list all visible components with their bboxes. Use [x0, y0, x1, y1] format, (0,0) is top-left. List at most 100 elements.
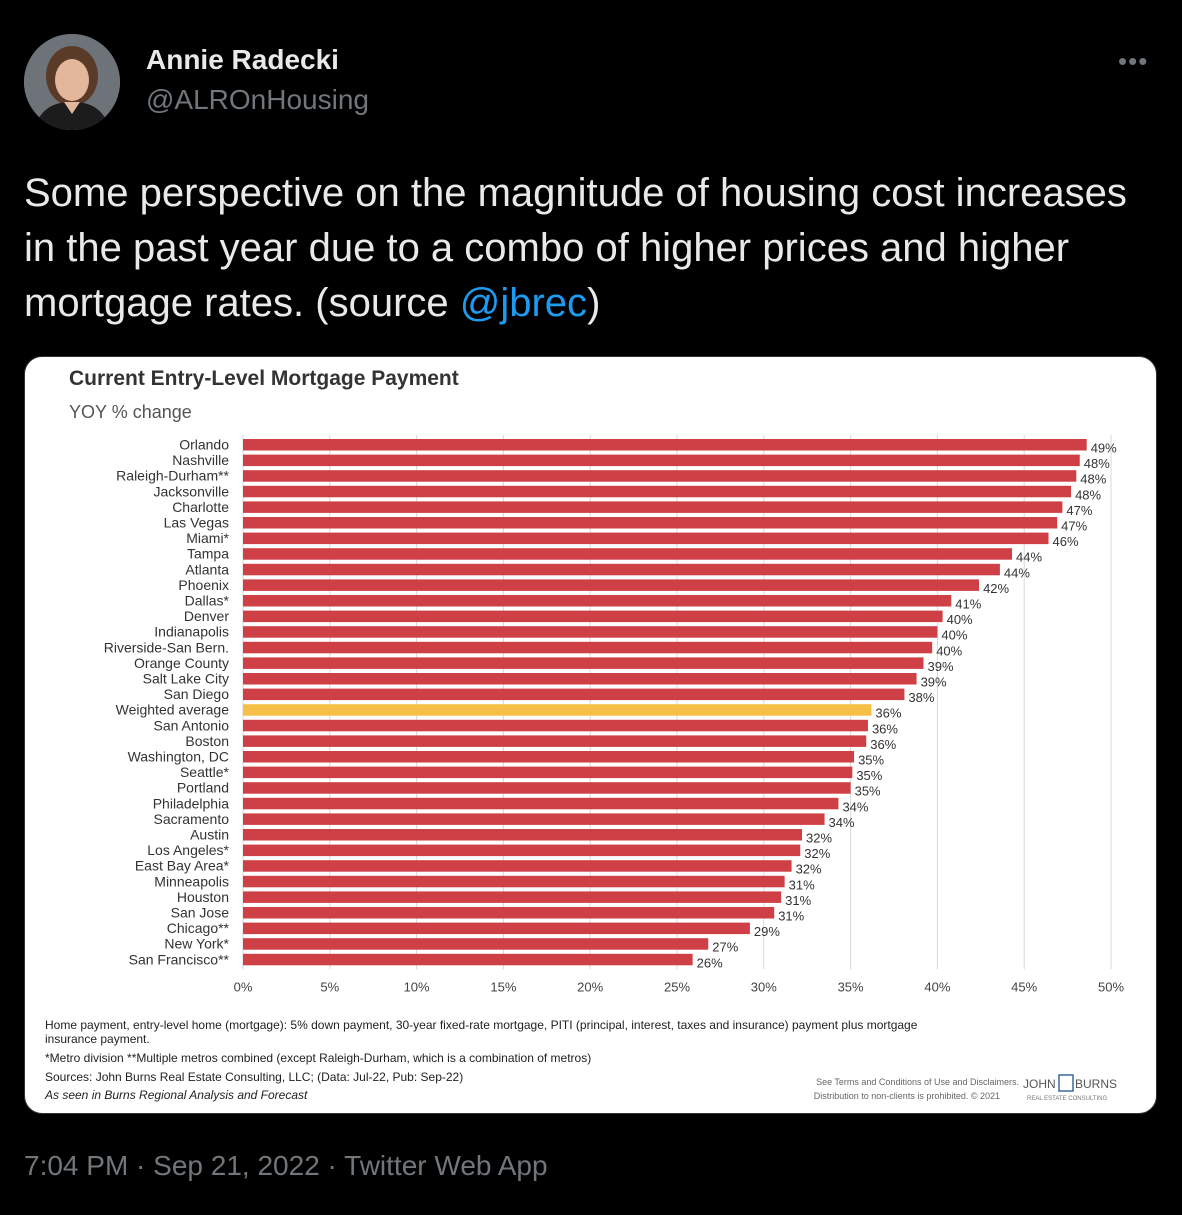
bar	[243, 548, 1013, 560]
mention-link[interactable]: @jbrec	[459, 281, 588, 325]
category-label: San Jose	[171, 905, 230, 921]
author-avatar[interactable]	[24, 34, 120, 130]
category-label: Phoenix	[178, 577, 229, 593]
meta-separator: ·	[128, 1150, 154, 1181]
x-tick-label: 20%	[577, 979, 603, 994]
bar	[243, 532, 1049, 545]
category-label: East Bay Area*	[135, 858, 230, 874]
more-icon[interactable]: •••	[1118, 46, 1149, 76]
category-label: New York*	[164, 936, 229, 952]
data-label: 31%	[778, 909, 804, 924]
bar	[243, 485, 1072, 498]
data-label: 44%	[1016, 550, 1042, 565]
bar	[243, 470, 1077, 482]
tweet-date[interactable]: Sep 21, 2022	[153, 1150, 320, 1181]
data-label: 46%	[1053, 534, 1079, 549]
data-label: 35%	[856, 768, 882, 783]
bar	[243, 813, 825, 825]
category-label: San Diego	[164, 686, 230, 702]
tweet-text-end: )	[587, 281, 601, 325]
tweet-source-app[interactable]: Twitter Web App	[344, 1150, 548, 1181]
chart-image-card[interactable]: Current Entry-Level Mortgage Payment YOY …	[24, 356, 1157, 1114]
data-label: 48%	[1075, 487, 1101, 502]
x-tick-label: 35%	[838, 979, 864, 994]
tweet-text-body: Some perspective on the magnitude of hou…	[24, 171, 1127, 325]
x-tick-label: 30%	[751, 979, 777, 994]
data-label: 34%	[829, 815, 855, 830]
data-label: 47%	[1061, 519, 1087, 534]
category-label: Miami*	[186, 530, 229, 546]
tweet-time[interactable]: 7:04 PM	[24, 1150, 129, 1181]
tweet-meta: 7:04 PM · Sep 21, 2022 · Twitter Web App	[24, 1150, 548, 1182]
category-label: Salt Lake City	[143, 671, 229, 687]
bar	[243, 875, 785, 888]
tweet-text: Some perspective on the magnitude of hou…	[24, 166, 1154, 331]
data-label: 42%	[983, 581, 1009, 596]
data-label: 26%	[697, 955, 723, 970]
data-label: 40%	[947, 612, 973, 627]
logo-house-icon	[1058, 1074, 1074, 1092]
bar	[243, 563, 1000, 576]
bar	[243, 517, 1058, 529]
bar	[243, 938, 709, 950]
data-label: 36%	[872, 721, 898, 736]
bar	[243, 595, 952, 607]
bar	[243, 907, 775, 919]
category-label: San Francisco**	[129, 951, 230, 967]
data-label: 49%	[1091, 441, 1117, 456]
footnote: As seen in Burns Regional Analysis and F…	[44, 1088, 308, 1102]
category-label: Indianapolis	[154, 624, 229, 640]
category-label: Orlando	[179, 437, 229, 453]
category-label: Riverside-San Bern.	[104, 639, 229, 655]
category-label: Austin	[190, 827, 229, 843]
data-label: 35%	[855, 784, 881, 799]
data-label: 32%	[806, 831, 832, 846]
footnote: Sources: John Burns Real Estate Consulti…	[45, 1070, 463, 1084]
chart-subtitle: YOY % change	[69, 402, 192, 422]
bar	[243, 766, 853, 779]
category-label: Minneapolis	[154, 873, 229, 889]
data-label: 39%	[921, 675, 947, 690]
bar	[243, 922, 750, 935]
data-label: 48%	[1084, 456, 1110, 471]
category-label: Seattle*	[180, 764, 230, 780]
category-label: Atlanta	[185, 561, 229, 577]
data-label: 40%	[936, 643, 962, 658]
data-label: 44%	[1004, 565, 1030, 580]
category-label: Tampa	[187, 546, 229, 562]
bar-weighted-average	[243, 704, 872, 716]
bar	[243, 860, 792, 872]
bar	[243, 439, 1087, 451]
bar	[243, 657, 924, 669]
author-name[interactable]: Annie Radecki	[146, 44, 339, 75]
disclaimer-text: Distribution to non-clients is prohibite…	[814, 1091, 1000, 1101]
data-label: 27%	[712, 940, 738, 955]
bar	[243, 891, 782, 903]
footnote: Home payment, entry-level home (mortgage…	[45, 1018, 918, 1032]
data-label: 32%	[804, 846, 830, 861]
data-label: 48%	[1080, 472, 1106, 487]
data-label: 47%	[1066, 503, 1092, 518]
category-label: San Antonio	[153, 717, 229, 733]
category-label: Jacksonville	[154, 483, 230, 499]
bar	[243, 797, 839, 810]
category-label: Los Angeles*	[147, 842, 229, 858]
bar	[243, 829, 802, 841]
bar	[243, 673, 917, 685]
x-tick-label: 40%	[924, 979, 950, 994]
x-tick-label: 10%	[404, 979, 430, 994]
bar	[243, 454, 1080, 467]
data-label: 36%	[875, 706, 901, 721]
bar	[243, 641, 933, 654]
author-handle[interactable]: @ALROnHousing	[146, 84, 369, 115]
logo-text-john: JOHN	[1023, 1077, 1056, 1091]
disclaimer-text: See Terms and Conditions of Use and Disc…	[816, 1077, 1019, 1087]
category-label: Philadelphia	[153, 795, 229, 811]
category-label: Charlotte	[172, 499, 229, 515]
data-label: 35%	[858, 753, 884, 768]
category-label: Portland	[177, 780, 229, 796]
bar	[243, 610, 943, 623]
category-label: Weighted average	[116, 702, 230, 718]
x-tick-label: 25%	[664, 979, 690, 994]
category-label: Sacramento	[154, 811, 230, 827]
